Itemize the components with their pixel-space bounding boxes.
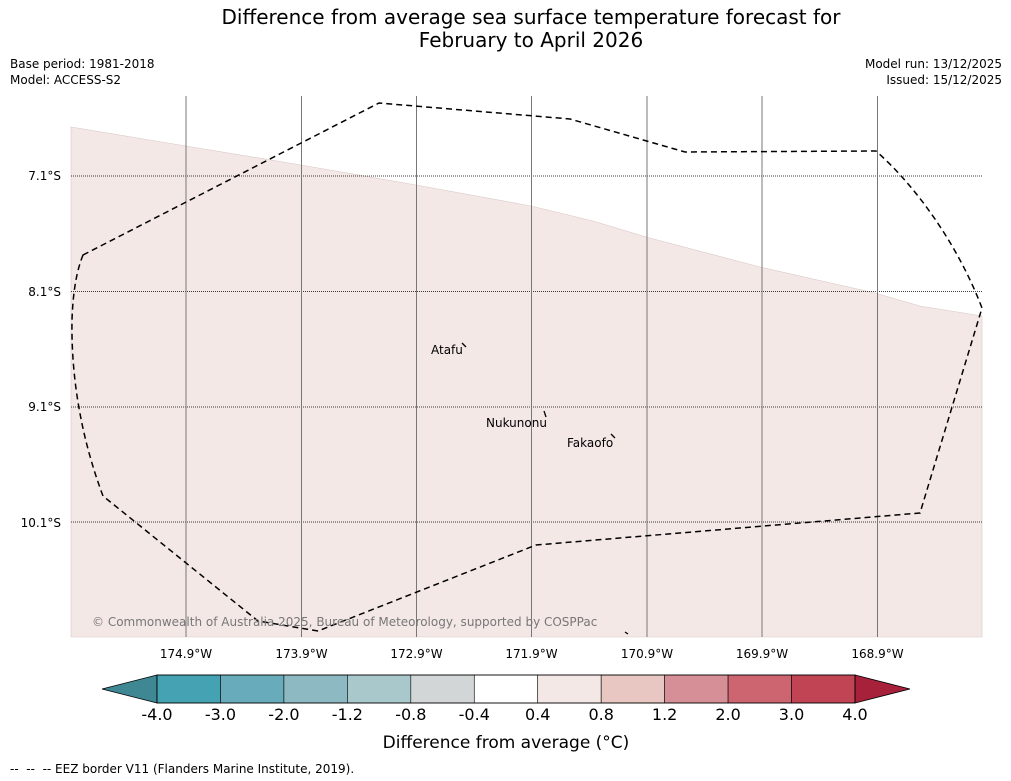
place-label-nukunonu: Nukunonu xyxy=(486,416,547,430)
lon-label-169-9: 169.9°W xyxy=(736,647,788,661)
colorbar-high-extend xyxy=(854,674,911,704)
colorbar-cell-4 xyxy=(410,674,475,704)
title-line-1: Difference from average sea surface temp… xyxy=(221,5,841,29)
island-swains-shape xyxy=(624,631,629,635)
eez-border xyxy=(71,102,983,632)
island-fakaofo-shape xyxy=(610,433,616,439)
model-run: Model run: 13/12/2025 xyxy=(864,57,1002,71)
eez-legend-note: -- -- -- EEZ border V11 (Flanders Marine… xyxy=(10,762,355,776)
issued-date: Issued: 15/12/2025 xyxy=(886,73,1002,87)
place-label-fakaofo: Fakaofo xyxy=(567,436,613,450)
colorbar-cell-8 xyxy=(664,674,729,704)
colorbar-cell-1 xyxy=(220,674,285,704)
lon-label-172-9: 172.9°W xyxy=(390,647,442,661)
lon-label-174-9: 174.9°W xyxy=(160,647,212,661)
colorbar-low-extend xyxy=(101,674,158,704)
lat-label-8-1: 8.1°S xyxy=(28,285,61,299)
colorbar-tick-1: -3.0 xyxy=(204,705,237,724)
lat-label-7-1: 7.1°S xyxy=(28,169,61,183)
colorbar-title: Difference from average (°C) xyxy=(382,733,630,753)
colorbar-cell-2 xyxy=(283,674,348,704)
colorbar-tick-7: 0.8 xyxy=(588,705,614,724)
colorbar-cell-5 xyxy=(473,674,539,704)
longitude-labels: 174.9°W 173.9°W 172.9°W 171.9°W 170.9°W … xyxy=(160,647,904,661)
title-line-2: February to April 2026 xyxy=(418,28,644,52)
colorbar-cell-10 xyxy=(791,674,856,704)
colorbar-cells xyxy=(156,674,856,704)
colorbar-tick-2: -2.0 xyxy=(268,705,300,724)
colorbar-tick-0: -4.0 xyxy=(141,705,173,724)
colorbar-tick-11: 4.0 xyxy=(842,705,868,724)
colorbar-tick-3: -1.2 xyxy=(331,705,363,724)
anomaly-fill-region xyxy=(70,126,983,638)
colorbar xyxy=(101,674,911,704)
colorbar-cell-9 xyxy=(727,674,792,704)
islands xyxy=(461,342,629,635)
colorbar-frame xyxy=(156,674,856,704)
meta-right: Model run: 13/12/2025 Issued: 15/12/2025 xyxy=(865,56,1002,88)
colorbar-cell-6 xyxy=(537,674,602,704)
place-label-atafu: Atafu xyxy=(431,343,463,357)
lat-label-9-1: 9.1°S xyxy=(28,400,61,414)
colorbar-tick-5: -0.4 xyxy=(458,705,490,724)
colorbar-tick-6: 0.4 xyxy=(524,705,551,724)
island-atafu-shape xyxy=(461,342,467,348)
latitude-labels: 7.1°S 8.1°S 9.1°S 10.1°S xyxy=(21,169,61,530)
base-period: Base period: 1981-2018 xyxy=(10,57,155,71)
meta-left: Base period: 1981-2018 Model: ACCESS-S2 xyxy=(10,56,155,88)
colorbar-tick-9: 2.0 xyxy=(715,705,741,724)
lon-label-168-9: 168.9°W xyxy=(851,647,903,661)
model-name: Model: ACCESS-S2 xyxy=(10,73,122,87)
colorbar-cell-3 xyxy=(347,674,412,704)
lat-label-10-1: 10.1°S xyxy=(21,516,61,530)
chart-title: Difference from average sea surface temp… xyxy=(0,6,1011,52)
colorbar-cell-7 xyxy=(600,674,665,704)
lon-label-171-9: 171.9°W xyxy=(505,647,557,661)
lon-label-170-9: 170.9°W xyxy=(621,647,673,661)
colorbar-tick-4: -0.8 xyxy=(395,705,427,724)
colorbar-tick-10: 3.0 xyxy=(778,705,805,724)
copyright-notice: © Commonwealth of Australia 2025, Bureau… xyxy=(92,615,597,629)
colorbar-tick-8: 1.2 xyxy=(651,705,678,724)
lon-label-173-9: 173.9°W xyxy=(275,647,327,661)
island-nukunonu-shape xyxy=(543,410,547,418)
colorbar-cell-0 xyxy=(156,674,221,704)
